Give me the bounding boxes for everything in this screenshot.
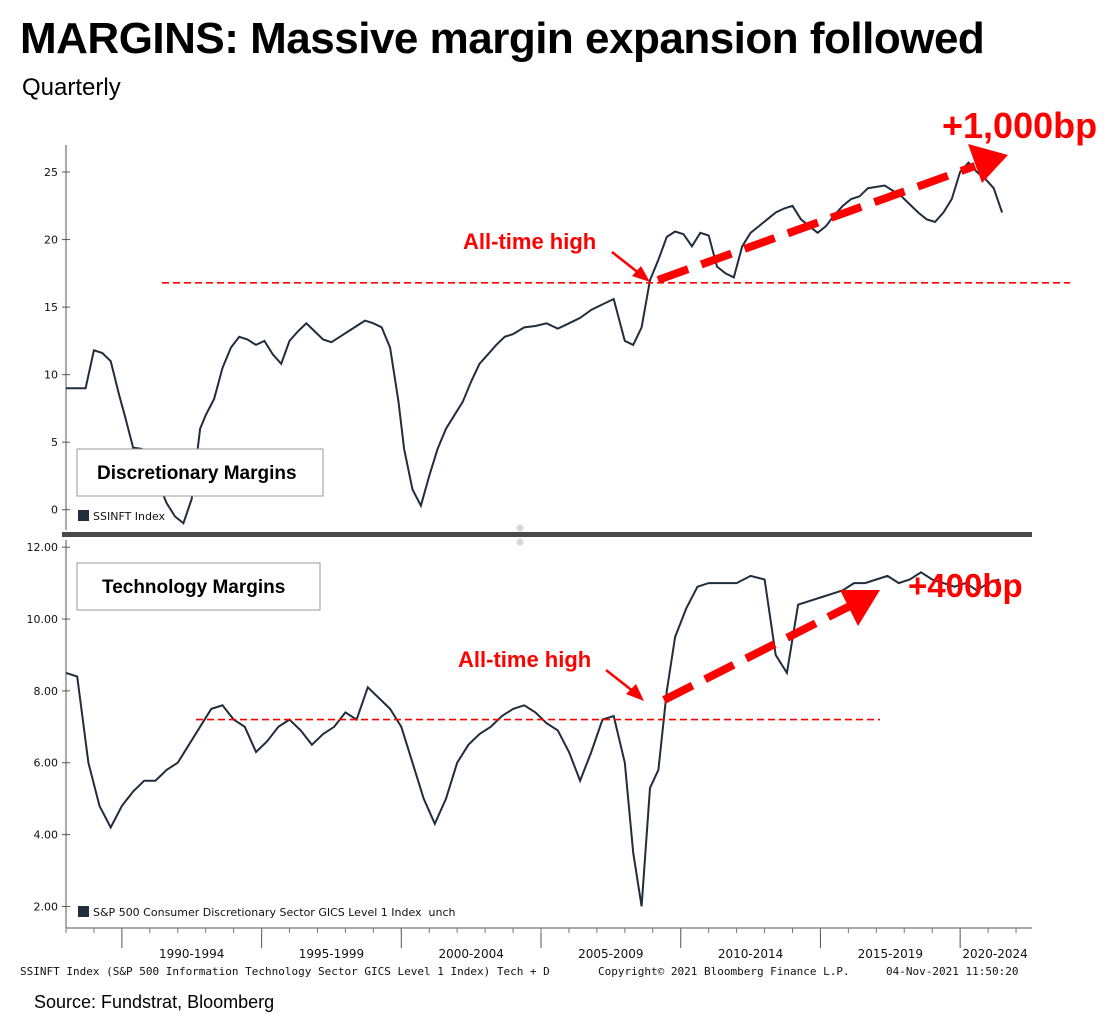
top-trend-arrowhead [968,144,1008,183]
x-period-label: 2000-2004 [438,947,503,961]
bottom-y-tick-label: 2.00 [34,900,59,913]
x-period-label: 2015-2019 [858,947,923,961]
bottom-y-ticks: 2.00 4.00 6.00 8.00 10.00 12.00 [27,541,70,913]
x-ticks: 1990-1994 1995-1999 2000-2004 2005-2009 2010… [65,928,1028,961]
top-panel-label: Discretionary Margins [97,463,297,484]
top-panel-label-box [76,448,324,497]
bottom-y-tick-label: 8.00 [34,685,59,698]
source-note: Source: Fundstrat, Bloomberg [34,992,275,1012]
bottom-panel-label: Technology Margins [102,577,285,598]
bottom-ath-label: All-time high [458,647,591,672]
bottom-y-tick-label: 4.00 [34,829,59,842]
top-y-tick-label: 15 [44,301,58,314]
bottom-panel-label-box [76,562,321,611]
bottom-ath-pointer [605,669,635,693]
top-gain-label: +1,000bp [942,105,1097,146]
top-ath-label: All-time high [463,229,596,254]
top-y-ticks: 0 5 10 15 20 25 [44,166,70,517]
x-axis: 1990-1994 1995-1999 2000-2004 2005-2009 2010… [65,927,1032,961]
page-title: MARGINS: Massive margin expansion follow… [20,14,985,63]
discretionary-panel: 0 5 10 15 20 25 Discretionary Margins SSINFT … [44,105,1097,530]
x-period-label: 2020-2024 [962,947,1027,961]
discretionary-series-line [66,161,1004,525]
top-legend-label: SSINFT Index [93,510,166,523]
x-period-label: 2005-2009 [578,947,643,961]
page-subtitle: Quarterly [22,74,121,101]
top-y-tick-label: 25 [44,166,58,179]
bottom-legend-swatch [78,906,89,917]
top-y-tick-label: 5 [51,436,58,449]
bottom-y-tick-label: 12.00 [27,541,59,554]
divider-dot-top [516,524,524,532]
bottom-gain-label: +400bp [908,567,1023,604]
top-legend-swatch [78,510,89,521]
bottom-trend-arrow [662,602,852,704]
bottom-trend-arrowhead [840,590,880,626]
top-ath-pointer-head [632,266,650,282]
x-period-label: 1990-1994 [159,947,224,961]
bottom-y-tick-label: 6.00 [34,757,59,770]
footer-right: 04-Nov-2021 11:50:20 [886,965,1018,978]
top-y-tick-label: 0 [51,504,58,517]
divider-dot-bottom [516,538,524,546]
bottom-ath-pointer-head [626,684,644,701]
top-trend-arrow [656,162,977,284]
panel-divider [62,532,1032,537]
top-ath-pointer [611,251,641,275]
footer-left: SSINFT Index (S&P 500 Information Techno… [20,965,550,978]
x-period-label: 1995-1999 [299,947,364,961]
technology-panel: 2.00 4.00 6.00 8.00 10.00 12.00 Technology Ma… [27,540,1023,928]
footer-middle: Copyright© 2021 Bloomberg Finance L.P. [598,965,850,978]
bottom-legend-label: S&P 500 Consumer Discretionary Sector GI… [93,906,456,919]
top-y-tick-label: 20 [44,234,58,247]
bottom-y-tick-label: 10.00 [27,613,59,626]
x-period-label: 2010-2014 [718,947,783,961]
top-y-tick-label: 10 [44,369,58,382]
